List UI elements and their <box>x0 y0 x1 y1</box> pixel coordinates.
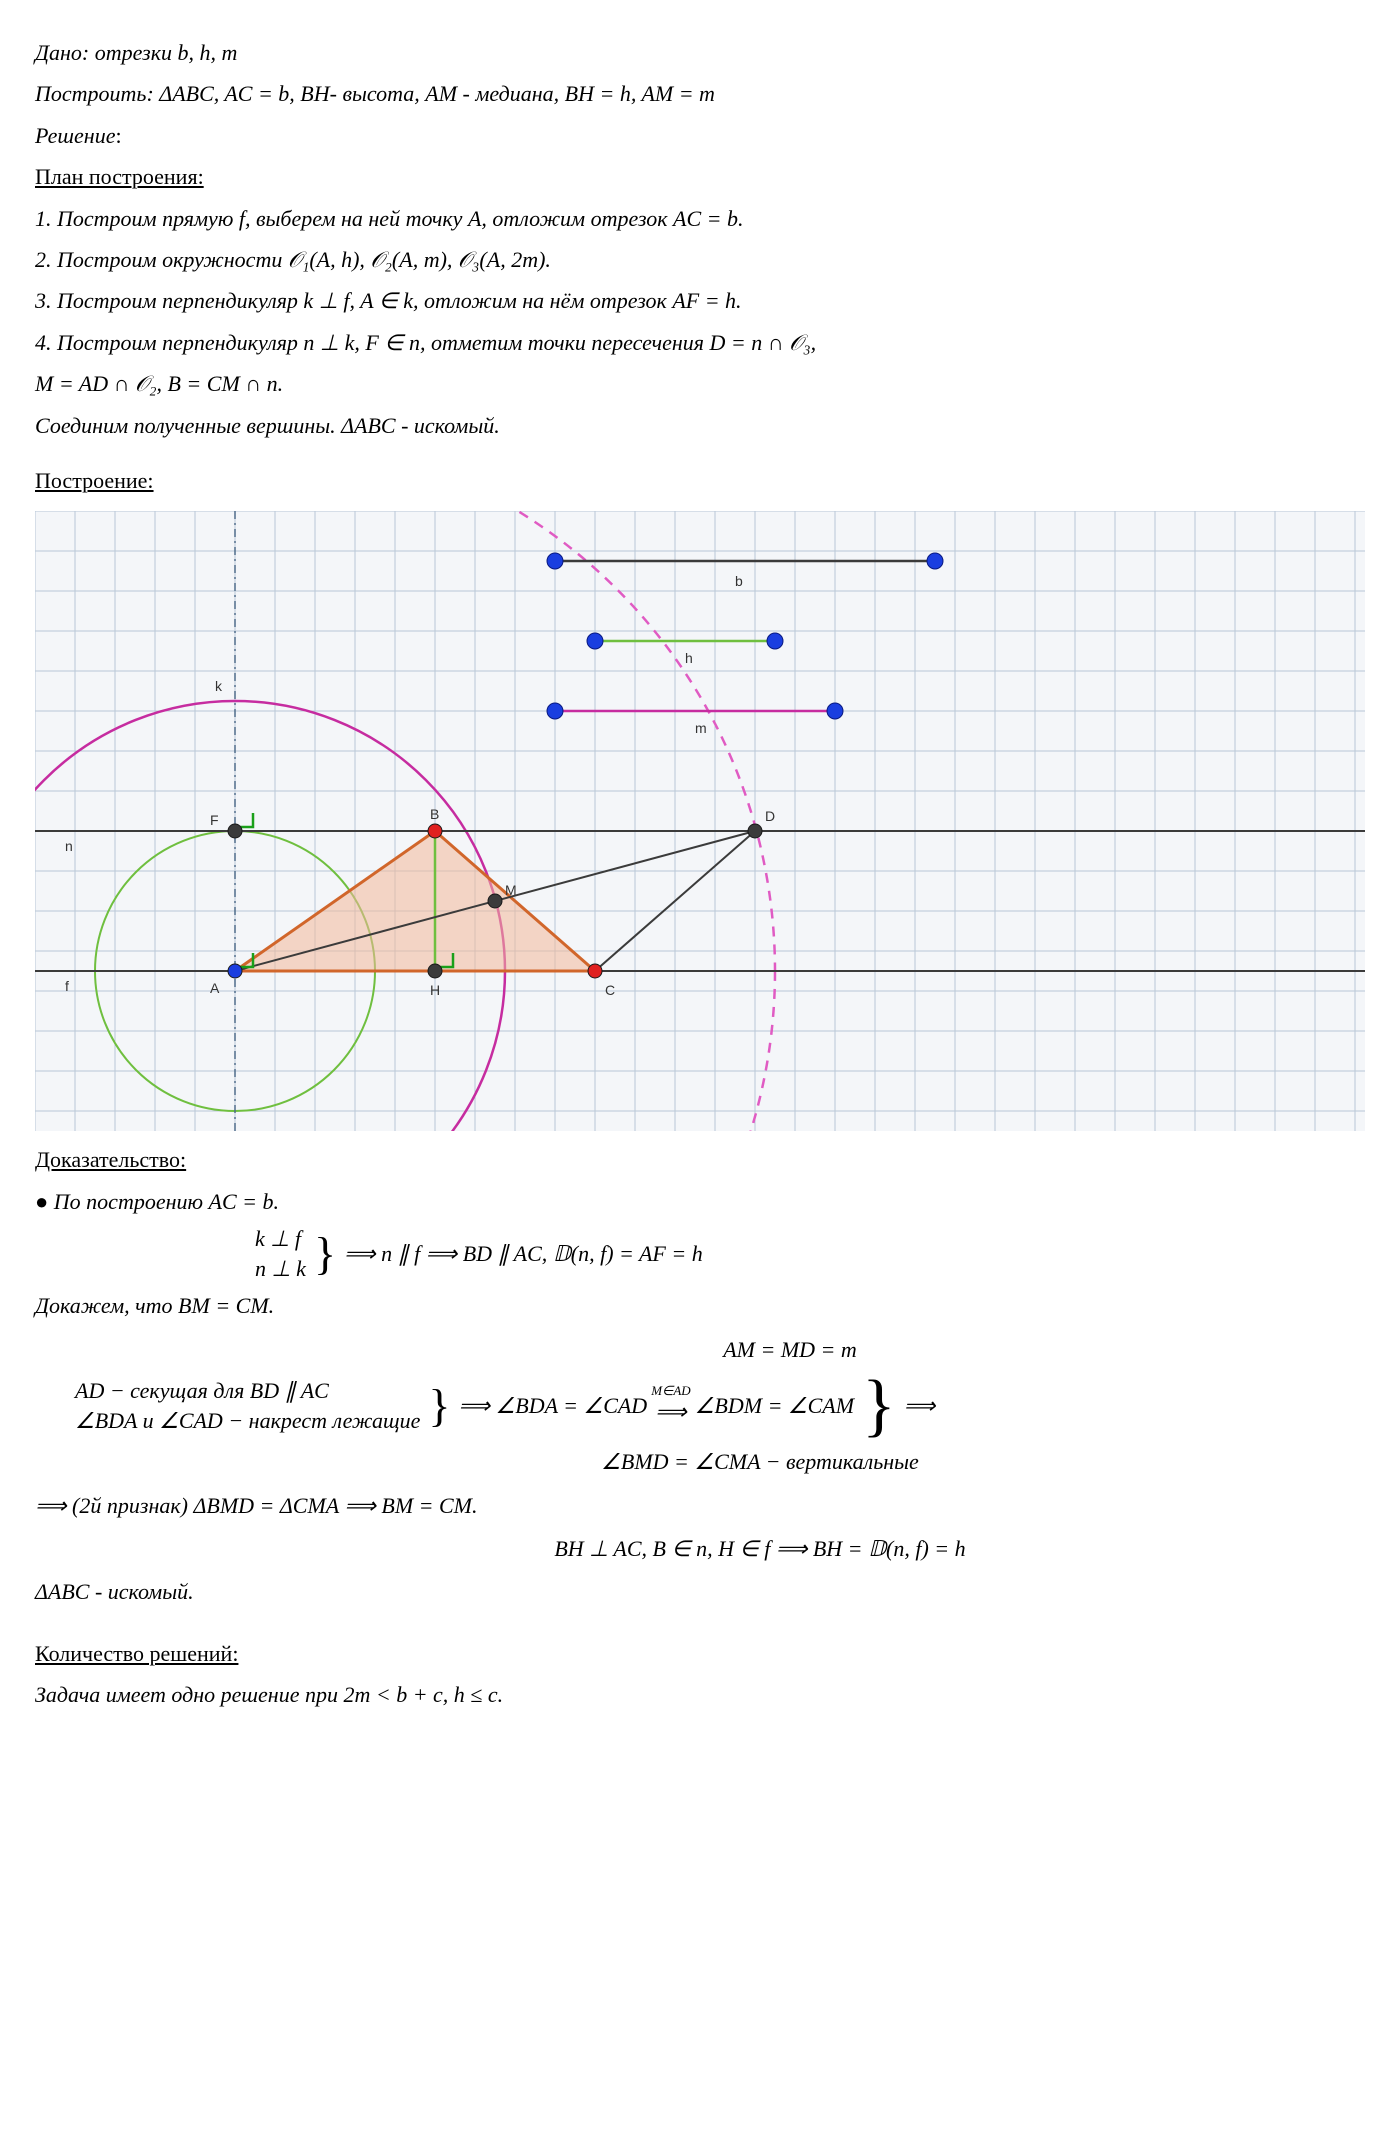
proof-header: Доказательство: <box>35 1141 1365 1178</box>
proof-secant-block: AD − секущая для BD ∥ AC ∠BDA и ∠CAD − н… <box>35 1374 1365 1437</box>
geometry-diagram: b h m A F B H M C Dk n f <box>35 511 1365 1131</box>
svg-text:F: F <box>210 812 219 828</box>
proof-perp-2: n ⊥ k <box>255 1254 306 1284</box>
proof-line-4: ΔABC - искомый. <box>35 1573 1365 1610</box>
proof-imply-1: ⟹ n ∥ f ⟹ BD ∥ AC, 𝔻(n, f) = AF = h <box>344 1235 703 1272</box>
svg-text:f: f <box>65 978 69 994</box>
given-line: Дано: отрезки b, h, m <box>35 34 1365 71</box>
svg-text:m: m <box>695 720 707 736</box>
construction-header: Построение: <box>35 462 1365 499</box>
svg-text:k: k <box>215 678 223 694</box>
build-text: : ΔABC, AC = b, BH- высота, AM - медиана… <box>146 81 715 106</box>
brace-icon: } <box>858 1374 900 1437</box>
svg-text:A: A <box>210 980 220 996</box>
proof-over-stack: M∈AD ⟹ <box>651 1384 690 1427</box>
solution-label: Решение <box>35 123 115 148</box>
proof-line-1: По построению AC = b. <box>35 1183 1365 1220</box>
svg-text:n: n <box>65 838 73 854</box>
plan-header: План построения: <box>35 158 1365 195</box>
proof-imply-final: ⟹ <box>904 1387 936 1424</box>
proof-sec-1: AD − секущая для BD ∥ AC <box>75 1376 329 1406</box>
proof-perp-block: k ⊥ f n ⊥ k } ⟹ n ∥ f ⟹ BD ∥ AC, 𝔻(n, f)… <box>35 1224 1365 1283</box>
proof-sec-2: ∠BDA и ∠CAD − накрест лежащие <box>75 1406 420 1436</box>
proof-imply-2: ⟹ ∠BDA = ∠CAD <box>459 1387 648 1424</box>
given-text: : отрезки b, h, m <box>82 40 237 65</box>
svg-text:h: h <box>685 650 693 666</box>
solution-label-line: Решение: <box>35 117 1365 154</box>
proof-line-3: ⟹ (2й признак) ΔBMD = ΔCMA ⟹ BM = CM. <box>35 1487 1365 1524</box>
svg-text:H: H <box>430 982 440 998</box>
proof-perp-1: k ⊥ f <box>255 1224 301 1254</box>
build-label: Построить <box>35 81 146 106</box>
proof-eq-2: BH ⊥ AC, B ∈ n, H ∈ f ⟹ BH = 𝔻(n, f) = h <box>35 1530 1365 1567</box>
proof-vertical: ∠BMD = ∠CMA − вертикальные <box>35 1443 1365 1480</box>
proof-perp-stack: k ⊥ f n ⊥ k <box>255 1224 306 1283</box>
svg-text:b: b <box>735 573 743 589</box>
proof-eq-1: AM = MD = m <box>35 1331 1365 1368</box>
svg-text:C: C <box>605 982 615 998</box>
proof-imply-3: ∠BDM = ∠CAM <box>695 1387 854 1424</box>
svg-text:M: M <box>505 882 517 898</box>
plan-step-4: 4. Построим перпендикуляр n ⊥ k, F ∈ n, … <box>35 324 1365 361</box>
construction-figure: b h m A F B H M C Dk n f <box>35 511 1365 1131</box>
svg-text:D: D <box>765 808 775 824</box>
plan-step-5: Соединим полученные вершины. ΔABC - иско… <box>35 407 1365 444</box>
plan-step-2: 2. Построим окружности 𝒪₁(A, h), 𝒪₂(A, m… <box>35 241 1365 278</box>
brace-icon: } <box>424 1385 454 1426</box>
proof-line-2: Докажем, что BM = CM. <box>35 1287 1365 1324</box>
proof-secant-stack: AD − секущая для BD ∥ AC ∠BDA и ∠CAD − н… <box>75 1376 420 1435</box>
given-label: Дано <box>35 40 82 65</box>
build-line: Построить: ΔABC, AC = b, BH- высота, AM … <box>35 75 1365 112</box>
count-text: Задача имеет одно решение при 2m < b + c… <box>35 1676 1365 1713</box>
plan-step-4b: M = AD ∩ 𝒪₂, B = CM ∩ n. <box>35 365 1365 402</box>
brace-icon: } <box>310 1233 340 1274</box>
proof-over: M∈AD <box>651 1384 690 1397</box>
count-header: Количество решений: <box>35 1635 1365 1672</box>
plan-step-1: 1. Построим прямую f, выберем на ней точ… <box>35 200 1365 237</box>
svg-text:B: B <box>430 806 439 822</box>
proof-over-arrow: ⟹ <box>655 1397 687 1427</box>
plan-step-3: 3. Построим перпендикуляр k ⊥ f, A ∈ k, … <box>35 282 1365 319</box>
